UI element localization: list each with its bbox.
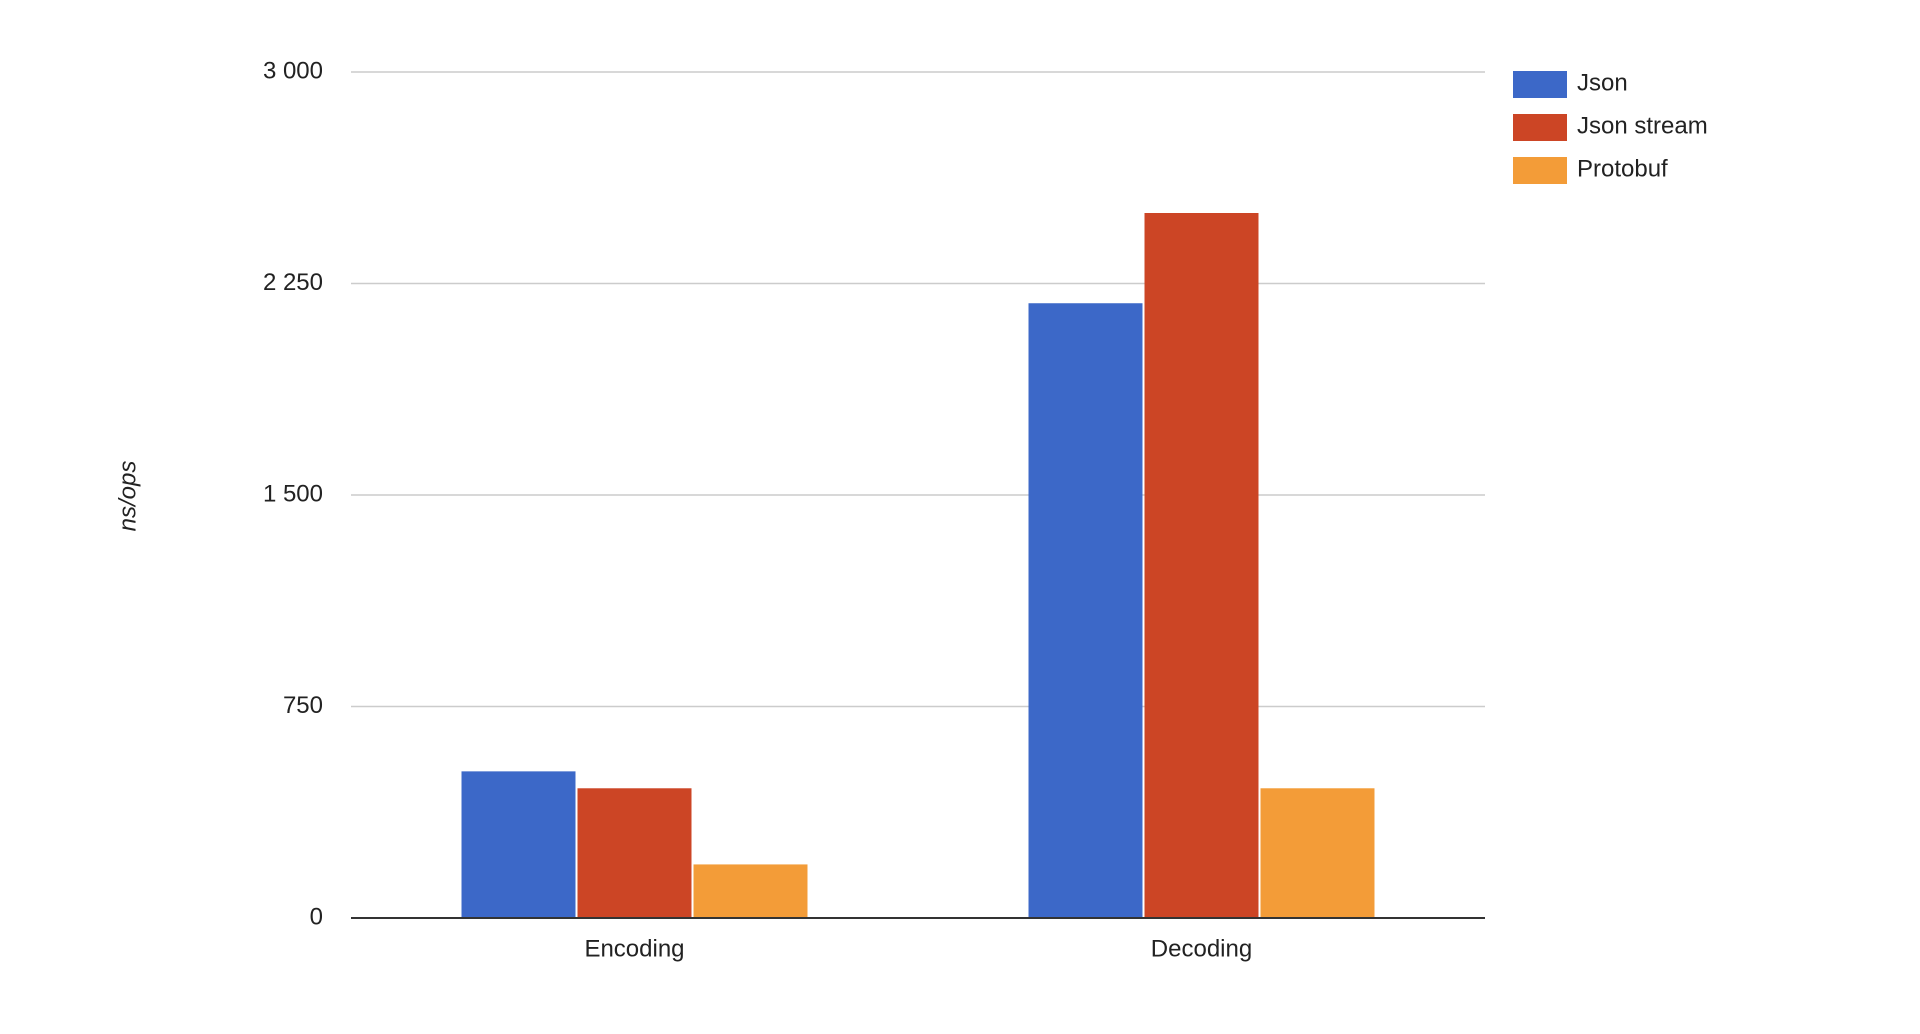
bar: [1028, 303, 1143, 918]
legend-swatch: [1513, 71, 1567, 98]
y-tick-label: 0: [310, 903, 323, 930]
y-tick-label: 750: [283, 692, 323, 719]
bar: [461, 771, 576, 918]
legend-label: Protobuf: [1577, 155, 1668, 182]
y-axis-title: ns/ops: [114, 461, 141, 532]
bar: [693, 864, 808, 918]
x-tick-label: Encoding: [584, 935, 684, 962]
bar: [577, 788, 692, 918]
y-tick-label: 2 250: [263, 269, 323, 296]
legend-label: Json: [1577, 69, 1628, 96]
y-tick-label: 1 500: [263, 480, 323, 507]
legend-swatch: [1513, 157, 1567, 184]
x-tick-label: Decoding: [1151, 935, 1252, 962]
legend-swatch: [1513, 114, 1567, 141]
bar: [1144, 213, 1259, 918]
bar: [1260, 788, 1375, 918]
legend-label: Json stream: [1577, 112, 1708, 139]
y-tick-label: 3 000: [263, 57, 323, 84]
